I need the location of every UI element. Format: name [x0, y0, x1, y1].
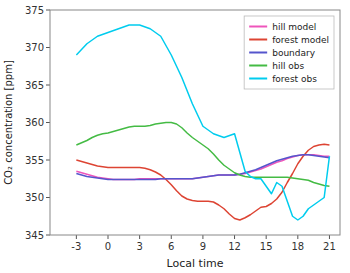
legend-box [244, 16, 334, 89]
legend-label: boundary [272, 48, 316, 58]
y-tick [46, 10, 50, 11]
y-tick [46, 47, 50, 48]
x-tick [297, 235, 298, 239]
series-line [76, 123, 329, 187]
x-tick [234, 235, 235, 239]
legend-swatch [249, 65, 267, 67]
y-tick [46, 160, 50, 161]
legend-label: hill obs [272, 61, 304, 71]
y-tick [46, 122, 50, 123]
legend-swatch [249, 78, 267, 80]
y-tick-label: 365 [25, 80, 44, 91]
x-tick [202, 235, 203, 239]
x-tick-label: 9 [200, 241, 206, 252]
x-axis-label: Local time [167, 257, 224, 270]
y-axis-label: CO₂ concentration [ppm] [3, 60, 14, 185]
chart: -3 0 3 6 9 12 15 18 21 345 350 355 360 365 370 375 Local… [0, 0, 350, 273]
legend: hill model forest model boundary hill obs fo… [244, 16, 334, 89]
legend-label: forest obs [272, 74, 317, 84]
y-tick [46, 235, 50, 236]
x-tick-label: 3 [136, 241, 142, 252]
x-tick [329, 235, 330, 239]
legend-label: forest model [272, 35, 329, 45]
legend-swatch [249, 26, 267, 28]
x-tick [266, 235, 267, 239]
y-tick-label: 345 [25, 230, 44, 241]
y-tick-label: 370 [25, 42, 44, 53]
x-tick-label: 15 [260, 241, 273, 252]
y-tick-label: 350 [25, 192, 44, 203]
x-tick-label: 21 [323, 241, 336, 252]
x-tick-label: -3 [71, 241, 81, 252]
legend-swatch [249, 52, 267, 54]
series-line [76, 25, 329, 220]
chart-container: -3 0 3 6 9 12 15 18 21 345 350 355 360 365 370 375 Local… [0, 0, 350, 273]
y-tick-label: 360 [25, 117, 44, 128]
x-tick-label: 12 [228, 241, 241, 252]
plot-frame [50, 10, 340, 235]
series-line [76, 155, 329, 180]
x-tick [76, 235, 77, 239]
y-tick [46, 85, 50, 86]
x-tick-label: 0 [105, 241, 111, 252]
series-group [76, 25, 329, 220]
y-tick-label: 375 [25, 5, 44, 16]
x-tick [171, 235, 172, 239]
x-tick-label: 6 [168, 241, 174, 252]
plot-background [50, 10, 340, 235]
x-tick [139, 235, 140, 239]
legend-swatch [249, 39, 267, 41]
x-tick-label: 18 [291, 241, 304, 252]
y-tick-label: 355 [25, 155, 44, 166]
y-tick [46, 197, 50, 198]
legend-label: hill model [272, 22, 316, 32]
series-line [76, 144, 329, 220]
x-tick [108, 235, 109, 239]
